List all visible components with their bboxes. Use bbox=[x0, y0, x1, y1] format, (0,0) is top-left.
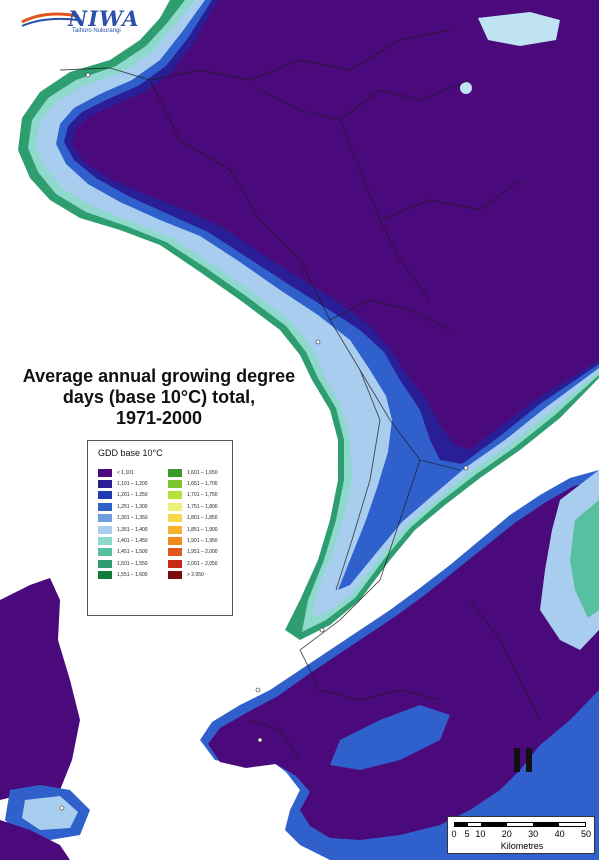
legend-item: 1,901 – 1,950 bbox=[168, 535, 218, 546]
scale-bar-tick-label: 40 bbox=[554, 829, 565, 839]
north-island-cool-interior bbox=[72, 0, 599, 450]
legend-swatch bbox=[98, 491, 112, 500]
logo-tagline: Taihoro Nukurangi bbox=[72, 28, 121, 34]
legend-label: 1,951 – 2,000 bbox=[187, 549, 218, 556]
legend-item: 1,801 – 1,850 bbox=[168, 513, 218, 524]
scale-bar-tick-label: 5 bbox=[464, 829, 470, 839]
legend-item: 1,101 – 1,200 bbox=[98, 478, 148, 489]
legend-swatch bbox=[168, 559, 182, 568]
scale-bar-tick-label: 20 bbox=[501, 829, 512, 839]
legend-label: 1,401 – 1,450 bbox=[117, 538, 148, 545]
legend-item: 1,401 – 1,450 bbox=[98, 535, 148, 546]
legend-label: 1,851 – 1,900 bbox=[187, 526, 218, 533]
legend-item: 1,951 – 2,000 bbox=[168, 547, 218, 558]
legend-item: 1,451 – 1,500 bbox=[98, 547, 148, 558]
legend-label: 1,651 – 1,700 bbox=[187, 481, 218, 488]
legend-swatch bbox=[98, 525, 112, 534]
scale-bar-segment bbox=[559, 823, 585, 826]
legend-swatch bbox=[168, 514, 182, 523]
southwest-land bbox=[0, 578, 80, 800]
scale-bar: 0 5 10 20 30 40 50 Kilometres bbox=[447, 816, 595, 854]
legend-label: 1,101 – 1,200 bbox=[117, 481, 148, 488]
title-line-2: days (base 10°C) total, bbox=[62, 387, 256, 407]
legend-swatch bbox=[98, 548, 112, 557]
scale-bar-segments bbox=[454, 822, 586, 827]
legend-swatch bbox=[168, 571, 182, 580]
legend-item: 1,201 – 1,250 bbox=[98, 490, 148, 501]
legend-swatch bbox=[98, 514, 112, 523]
scale-bar-tick-label: 10 bbox=[475, 829, 486, 839]
scale-bar-segment bbox=[507, 823, 533, 826]
legend-item: 1,501 – 1,550 bbox=[98, 558, 148, 569]
scale-bar-segment bbox=[533, 823, 559, 826]
legend-label: 1,251 – 1,300 bbox=[117, 503, 148, 510]
legend-label: 1,901 – 1,950 bbox=[187, 538, 218, 545]
legend-swatch bbox=[168, 468, 182, 477]
legend-item: > 2,050 bbox=[168, 570, 218, 581]
title-line-3: 1971-2000 bbox=[115, 408, 203, 428]
legend-swatch bbox=[168, 525, 182, 534]
legend-title: GDD base 10°C bbox=[98, 448, 163, 458]
legend-label: 1,451 – 1,500 bbox=[117, 549, 148, 556]
title-line-1: Average annual growing degree bbox=[22, 366, 296, 386]
legend-label: 1,751 – 1,800 bbox=[187, 503, 218, 510]
legend-label: 2,001 – 2,050 bbox=[187, 560, 218, 567]
north-arrow-icon bbox=[514, 748, 532, 772]
legend-label: 1,551 – 1,600 bbox=[117, 572, 148, 579]
legend-label: < 1,101 bbox=[117, 469, 134, 476]
niwa-logo: NIWA Taihoro Nukurangi bbox=[20, 4, 160, 38]
legend-item: 1,851 – 1,900 bbox=[168, 524, 218, 535]
legend-label: 1,701 – 1,750 bbox=[187, 492, 218, 499]
legend-swatch bbox=[168, 548, 182, 557]
legend-swatch bbox=[168, 502, 182, 511]
legend-swatch bbox=[98, 468, 112, 477]
legend-label: 1,351 – 1,400 bbox=[117, 526, 148, 533]
legend-item: 1,651 – 1,700 bbox=[168, 478, 218, 489]
scale-bar-tick-label: 30 bbox=[528, 829, 539, 839]
scale-bar-tick-label: 0 bbox=[451, 829, 457, 839]
legend-swatch bbox=[168, 491, 182, 500]
legend-label: 1,301 – 1,350 bbox=[117, 515, 148, 522]
logo-text: NIWA bbox=[68, 6, 140, 31]
legend-label: > 2,050 bbox=[187, 572, 204, 579]
legend-swatch bbox=[98, 571, 112, 580]
legend-label: 1,501 – 1,550 bbox=[117, 560, 148, 567]
legend-swatch bbox=[98, 559, 112, 568]
legend-swatch bbox=[98, 537, 112, 546]
legend-swatch bbox=[98, 502, 112, 511]
legend-column-right: 1,601 – 1,650 1,651 – 1,700 1,701 – 1,750 1… bbox=[168, 467, 218, 581]
scale-bar-unit: Kilometres bbox=[500, 841, 544, 851]
legend-item: 1,601 – 1,650 bbox=[168, 467, 218, 478]
legend-item: 1,351 – 1,400 bbox=[98, 524, 148, 535]
legend-item: 1,701 – 1,750 bbox=[168, 490, 218, 501]
legend-swatch bbox=[168, 480, 182, 489]
scale-bar-tick-label: 50 bbox=[580, 829, 592, 839]
north-arrow bbox=[511, 746, 537, 784]
legend-item: < 1,101 bbox=[98, 467, 148, 478]
road-network bbox=[59, 29, 541, 761]
legend-item: 1,751 – 1,800 bbox=[168, 501, 218, 512]
map-legend: GDD base 10°C < 1,101 1,101 – 1,200 1,201 … bbox=[87, 440, 233, 616]
scale-bar-segment bbox=[455, 823, 468, 826]
legend-label: 1,201 – 1,250 bbox=[117, 492, 148, 499]
legend-item: 1,251 – 1,300 bbox=[98, 501, 148, 512]
map-title: Average annual growing degree days (base… bbox=[0, 366, 318, 429]
scale-bar-segment bbox=[468, 823, 481, 826]
scale-bar-segment bbox=[481, 823, 507, 826]
legend-swatch bbox=[168, 537, 182, 546]
logo-swoosh-icon bbox=[21, 12, 79, 27]
legend-item: 1,551 – 1,600 bbox=[98, 570, 148, 581]
legend-item: 1,301 – 1,350 bbox=[98, 513, 148, 524]
scale-bar-ticks: 0 5 10 20 30 40 50 bbox=[448, 829, 596, 841]
legend-swatch bbox=[98, 480, 112, 489]
legend-column-left: < 1,101 1,101 – 1,200 1,201 – 1,250 1,251 –… bbox=[98, 467, 148, 581]
legend-label: 1,601 – 1,650 bbox=[187, 469, 218, 476]
legend-label: 1,801 – 1,850 bbox=[187, 515, 218, 522]
legend-item: 2,001 – 2,050 bbox=[168, 558, 218, 569]
